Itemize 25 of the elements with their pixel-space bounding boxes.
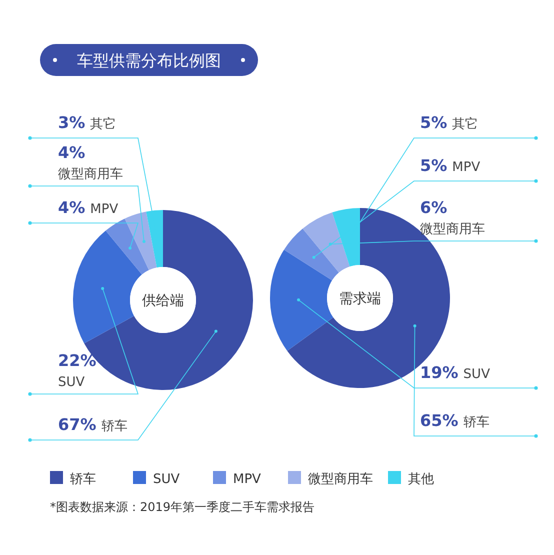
donut-slice: [302, 212, 350, 273]
legend-label: MPV: [233, 472, 262, 487]
data-label: 65% 轿车: [420, 411, 490, 430]
legend-label: 其他: [408, 472, 434, 487]
chart-title: 车型供需分布比例图: [77, 51, 221, 70]
legend-label: SUV: [153, 472, 180, 487]
legend-label: 微型商用车: [308, 472, 373, 487]
data-label: 19% SUV: [420, 363, 490, 382]
data-label: 22% SUV: [58, 351, 96, 390]
data-label: 5% 其它: [420, 113, 478, 132]
data-label: 5% MPV: [420, 156, 480, 175]
donut-slice: [73, 230, 142, 344]
legend-label: 轿车: [70, 472, 96, 487]
data-label: 4% MPV: [58, 198, 118, 217]
donut-slice: [270, 250, 334, 351]
data-label: 4% 微型商用车: [58, 143, 123, 182]
text: 需求端: [339, 291, 381, 307]
text: 供给端: [142, 293, 184, 309]
donut-slice: [284, 228, 339, 280]
donut-slice: [124, 212, 157, 270]
data-label: 3% 其它: [58, 113, 116, 132]
data-label: 6% 微型商用车: [420, 198, 485, 237]
text: *图表数据来源：2019年第一季度二手车需求报告: [50, 500, 315, 514]
data-label: 67% 轿车: [58, 415, 128, 434]
donut-slice: [106, 218, 149, 275]
